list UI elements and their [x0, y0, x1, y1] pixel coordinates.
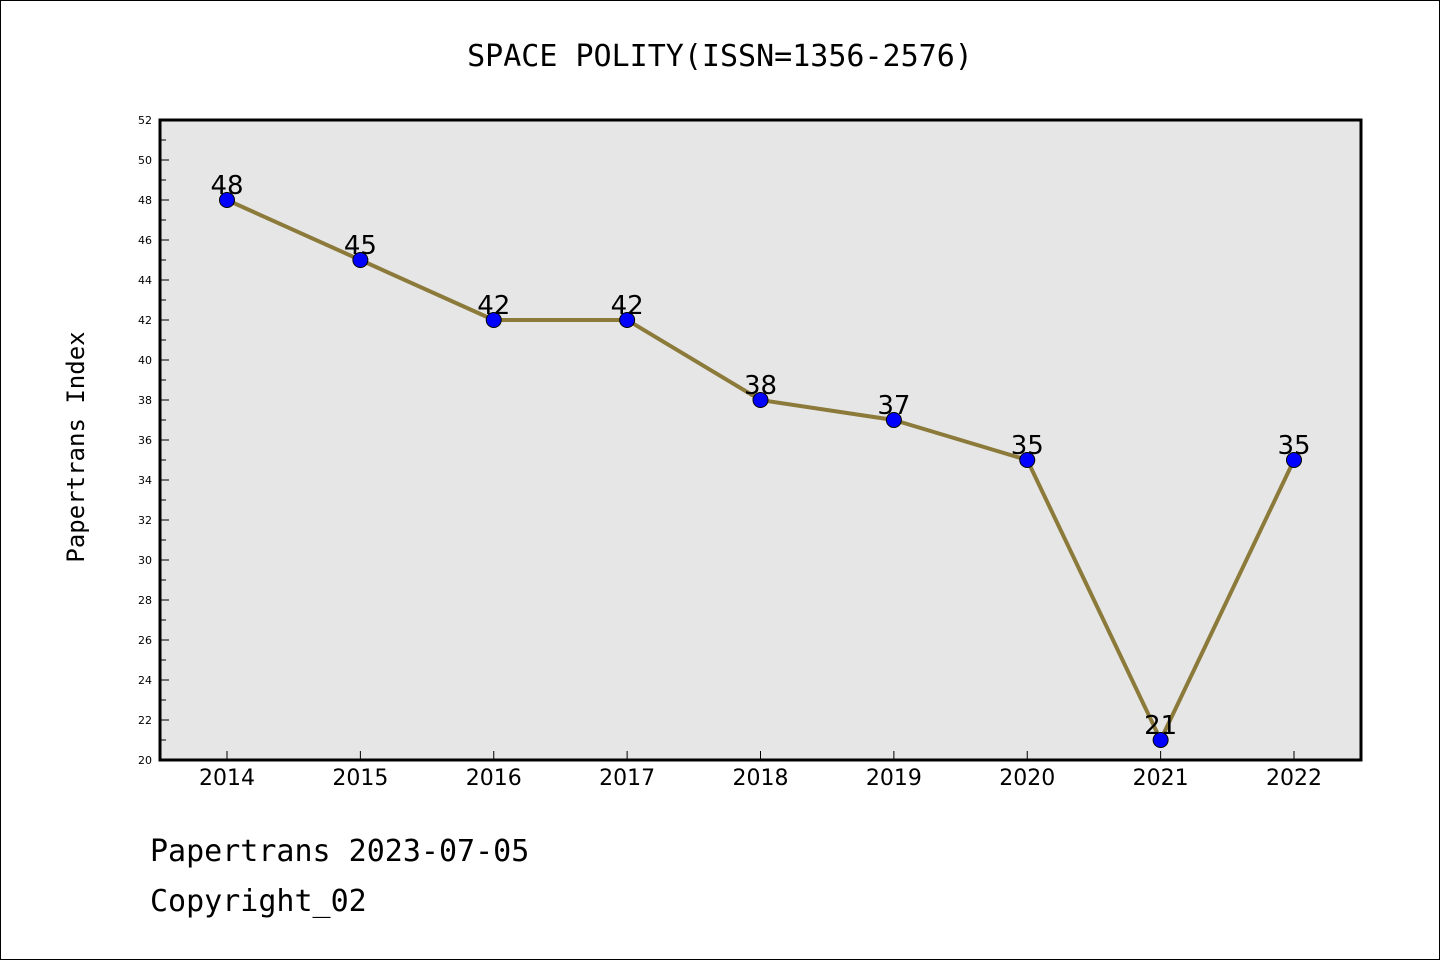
- x-tick-label: 2014: [199, 766, 255, 791]
- data-point: [619, 312, 636, 328]
- data-label: 42: [611, 291, 644, 321]
- x-axis: 2014 2015 2016 2017 2018 2019 2020 2021 2022: [199, 751, 1322, 791]
- y-tick-label: 28: [138, 594, 152, 607]
- data-point: [352, 252, 369, 268]
- footer-copyright: Copyright_02: [150, 884, 367, 919]
- y-tick-label: 44: [138, 274, 152, 287]
- x-tick-label: 2020: [999, 766, 1055, 791]
- y-tick-label: 38: [138, 394, 152, 407]
- series-layer: 48 45 42 42 38 37 35 21 35: [210, 171, 1311, 748]
- y-tick-label: 48: [138, 194, 152, 207]
- y-tick-label: 46: [138, 234, 152, 247]
- y-tick-label: 36: [138, 434, 152, 447]
- y-tick-label: 26: [138, 634, 152, 647]
- x-tick-label: 2018: [733, 766, 789, 791]
- data-point: [885, 412, 902, 428]
- data-point: [752, 392, 769, 408]
- y-tick-label: 30: [138, 554, 152, 567]
- plot-area: [160, 120, 1361, 760]
- x-tick-label: 2015: [332, 766, 388, 791]
- y-tick-label: 50: [138, 154, 152, 167]
- data-label: 35: [1011, 431, 1044, 461]
- y-tick-label: 20: [138, 754, 152, 767]
- x-tick-label: 2017: [599, 766, 655, 791]
- data-point: [219, 192, 235, 208]
- data-label: 42: [477, 291, 510, 321]
- plot-border: [158, 118, 1363, 762]
- data-label: 21: [1144, 711, 1177, 741]
- data-label: 37: [877, 391, 910, 421]
- y-axis-label: Papertrans Index: [62, 331, 90, 562]
- data-label: 38: [744, 371, 777, 401]
- data-point: [1286, 452, 1302, 468]
- x-tick-label: 2016: [466, 766, 522, 791]
- y-tick-label: 24: [138, 674, 152, 687]
- y-tick-label: 52: [138, 114, 152, 127]
- data-point: [485, 312, 502, 328]
- data-label: 45: [344, 231, 377, 261]
- y-tick-label: 32: [138, 514, 152, 527]
- y-tick-label: 22: [138, 714, 152, 727]
- footer-date: Papertrans 2023-07-05: [150, 834, 530, 869]
- data-point: [1019, 452, 1036, 468]
- x-tick-label: 2021: [1133, 766, 1189, 791]
- y-tick-label: 34: [138, 474, 152, 487]
- y-tick-label: 42: [138, 314, 152, 327]
- data-label: 35: [1277, 431, 1310, 461]
- chart-title: SPACE POLITY(ISSN=1356-2576): [467, 39, 973, 74]
- x-tick-label: 2019: [866, 766, 922, 791]
- data-label: 48: [210, 171, 243, 201]
- y-tick-label: 40: [138, 354, 152, 367]
- data-point: [1152, 732, 1169, 748]
- x-tick-label: 2022: [1266, 766, 1322, 791]
